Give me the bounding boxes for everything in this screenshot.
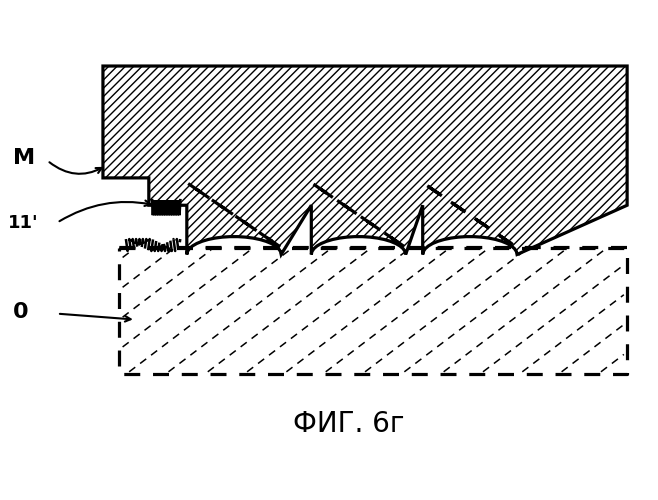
Text: М: М [13, 148, 36, 168]
Polygon shape [103, 66, 627, 254]
Text: 0: 0 [13, 302, 29, 322]
Text: ФИГ. 6г: ФИГ. 6г [293, 410, 405, 438]
Text: 11': 11' [8, 214, 39, 232]
